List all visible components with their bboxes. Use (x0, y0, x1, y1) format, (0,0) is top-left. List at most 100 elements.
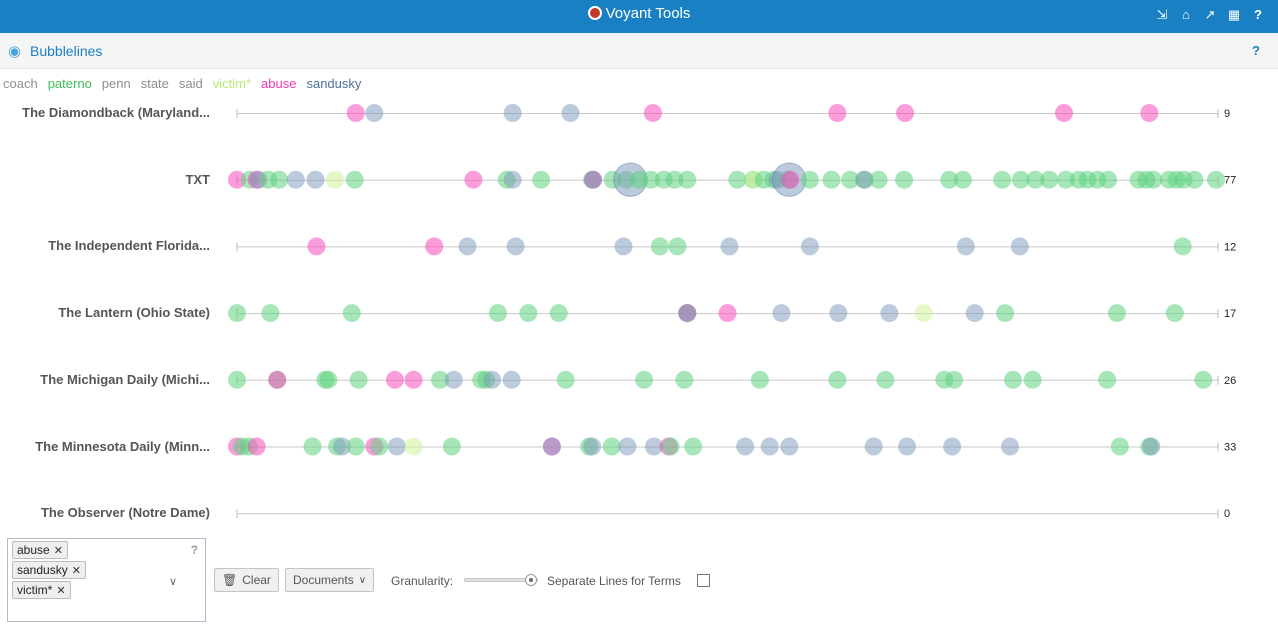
bubble-abuse[interactable] (346, 104, 365, 122)
document-label[interactable]: The Michigan Daily (Michi... (40, 371, 210, 387)
bubble-abuse[interactable] (425, 237, 444, 256)
bubble-paterno[interactable] (319, 370, 338, 389)
bubble-sandusky[interactable] (503, 104, 522, 122)
bubble-paterno[interactable] (940, 170, 959, 189)
bubble-paterno[interactable] (668, 237, 687, 256)
windows-icon[interactable]: ▦ (1227, 7, 1241, 22)
export-icon[interactable]: ⇲ (1156, 7, 1168, 22)
bubble-paterno[interactable] (1185, 170, 1204, 189)
bubble-sandusky[interactable] (502, 370, 521, 389)
bubble-paterno[interactable] (750, 370, 769, 389)
bubble-abuse[interactable] (268, 370, 287, 389)
home-icon[interactable]: ⌂ (1182, 7, 1190, 22)
legend-term-penn[interactable]: penn (101, 76, 131, 91)
bubble-paterno[interactable] (370, 437, 389, 456)
bubble-abuse[interactable] (1054, 104, 1073, 122)
bubble-sandusky[interactable] (720, 237, 739, 256)
bubble-sandusky[interactable] (542, 437, 561, 456)
bubble-paterno[interactable] (228, 370, 246, 389)
legend-term-said[interactable]: said (178, 76, 203, 91)
granularity-slider[interactable] (464, 574, 538, 586)
bubble-sandusky[interactable] (855, 170, 874, 189)
document-label[interactable]: The Independent Florida... (48, 238, 210, 254)
bubble-paterno[interactable] (488, 304, 507, 323)
bubble-sandusky[interactable] (306, 170, 325, 189)
bubble-paterno[interactable] (345, 170, 364, 189)
documents-button[interactable]: Documents ∨ (285, 568, 375, 592)
bubble-sandusky[interactable] (365, 104, 384, 122)
bubble-paterno[interactable] (303, 437, 322, 456)
bubble-sandusky[interactable] (483, 370, 502, 389)
bubble-sandusky[interactable] (943, 437, 962, 456)
bubble-paterno[interactable] (635, 370, 654, 389)
bubble-paterno[interactable] (876, 370, 895, 389)
bubble-abuse[interactable] (718, 304, 737, 323)
bubble-paterno[interactable] (1165, 304, 1184, 323)
bubble-victim[interactable] (914, 304, 933, 323)
bubble-sandusky[interactable] (444, 370, 463, 389)
bubble-sandusky[interactable] (800, 237, 819, 256)
bubble-sandusky[interactable] (898, 437, 917, 456)
bubble-abuse[interactable] (247, 437, 266, 456)
bubble-paterno[interactable] (650, 237, 669, 256)
bubble-paterno[interactable] (945, 370, 964, 389)
bubble-sandusky[interactable] (584, 170, 603, 189)
bubble-sandusky[interactable] (618, 437, 637, 456)
bubble-sandusky[interactable] (614, 237, 633, 256)
bubble-sandusky[interactable] (965, 304, 984, 323)
legend-term-state[interactable]: state (140, 76, 169, 91)
bubble-sandusky[interactable] (829, 304, 848, 323)
query-help-icon[interactable]: ? (190, 543, 198, 557)
bubble-paterno[interactable] (684, 437, 703, 456)
bubble-sandusky[interactable] (956, 237, 975, 256)
bubble-abuse[interactable] (781, 170, 800, 189)
legend-term-abuse[interactable]: abuse (261, 76, 297, 91)
legend-term-sandusky[interactable]: sandusky (306, 76, 362, 91)
bubble-paterno[interactable] (270, 170, 289, 189)
bubble-paterno[interactable] (1099, 170, 1118, 189)
bubble-paterno[interactable] (828, 370, 847, 389)
bubble-abuse[interactable] (228, 170, 246, 189)
remove-term-icon[interactable]: ✕ (53, 544, 63, 557)
bubble-paterno[interactable] (869, 170, 888, 189)
legend-term-victim[interactable]: victim* (212, 76, 252, 91)
bubble-victim[interactable] (326, 170, 345, 189)
bubble-abuse[interactable] (464, 170, 483, 189)
separate-lines-checkbox[interactable] (697, 574, 710, 587)
bubble-paterno[interactable] (1003, 370, 1022, 389)
bubble-paterno[interactable] (556, 370, 575, 389)
bubble-sandusky[interactable] (772, 304, 791, 323)
bubble-paterno[interactable] (678, 170, 697, 189)
bubble-paterno[interactable] (1040, 170, 1059, 189)
bubble-paterno[interactable] (1144, 170, 1163, 189)
bubble-paterno[interactable] (1011, 170, 1030, 189)
bubble-paterno[interactable] (228, 304, 246, 323)
bubble-paterno[interactable] (1173, 237, 1192, 256)
bubble-paterno[interactable] (349, 370, 368, 389)
bubble-sandusky[interactable] (864, 437, 883, 456)
bubble-paterno[interactable] (895, 170, 914, 189)
bubble-paterno[interactable] (519, 304, 538, 323)
legend-term-coach[interactable]: coach (3, 76, 38, 91)
bubble-sandusky[interactable] (780, 437, 799, 456)
bubble-paterno[interactable] (431, 370, 450, 389)
bubble-paterno[interactable] (1194, 370, 1213, 389)
bubble-abuse[interactable] (404, 370, 423, 389)
bubble-sandusky[interactable] (583, 437, 602, 456)
bubble-paterno[interactable] (442, 437, 461, 456)
clear-button[interactable]: 🗑 Clear (214, 568, 279, 592)
bubble-paterno[interactable] (641, 170, 660, 189)
bubble-victim[interactable] (404, 437, 423, 456)
bubble-paterno[interactable] (1207, 170, 1226, 189)
bubble-paterno[interactable] (996, 304, 1015, 323)
legend-term-paterno[interactable]: paterno (47, 76, 92, 91)
bubble-paterno[interactable] (993, 170, 1012, 189)
bubble-sandusky[interactable] (880, 304, 899, 323)
external-link-icon[interactable]: ↗ (1204, 7, 1216, 22)
bubble-paterno[interactable] (346, 437, 365, 456)
bubble-paterno[interactable] (841, 170, 860, 189)
bubble-abuse[interactable] (643, 104, 662, 122)
bubble-sandusky[interactable] (458, 237, 477, 256)
bubble-abuse[interactable] (307, 237, 326, 256)
bubble-abuse[interactable] (896, 104, 915, 122)
